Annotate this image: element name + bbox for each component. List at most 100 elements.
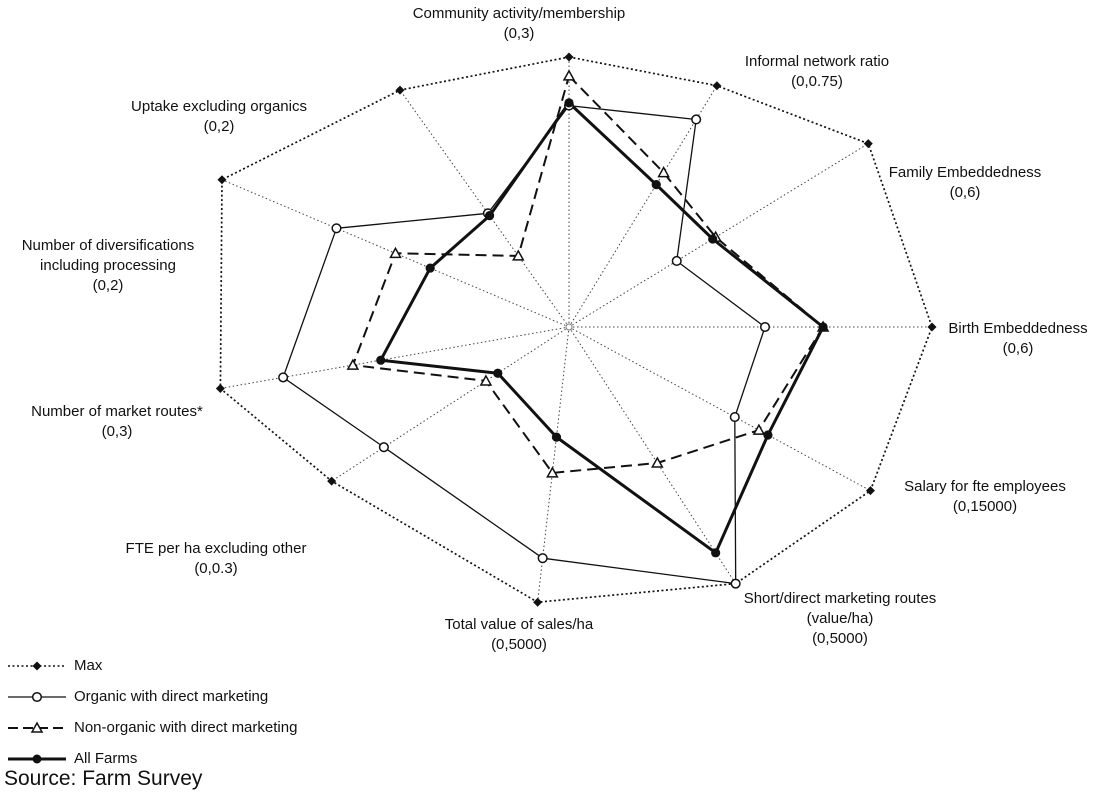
data-point (376, 355, 386, 365)
source-note: Source: Farm Survey (4, 767, 203, 790)
axis-label-line: (0,2) (204, 118, 235, 135)
axis-label: Salary for fte employees (0,15000) (904, 478, 1066, 515)
axis-label: Informal network ratio (0,0.75) (745, 53, 889, 90)
data-point (562, 69, 576, 81)
legend-swatch-max (8, 661, 66, 670)
spoke-line (568, 85, 718, 328)
data-point (533, 597, 543, 607)
axis-label: Family Embeddedness (0,6) (889, 164, 1042, 201)
data-point (865, 486, 875, 496)
data-point (711, 548, 721, 558)
axis-label-line: including processing (40, 257, 176, 274)
legend-label: Organic with direct marketing (74, 688, 269, 705)
data-point (331, 223, 342, 234)
data-point (217, 175, 227, 185)
data-point (651, 456, 664, 468)
axis-label: Uptake excluding organics (0,2) (131, 98, 307, 135)
axis-label-line: Community activity/membership (413, 5, 626, 22)
data-point (551, 432, 562, 442)
data-point (752, 423, 766, 435)
data-point (730, 578, 741, 589)
data-point (389, 246, 402, 259)
data-point (479, 374, 493, 386)
axis-label-line: Number of market routes* (31, 403, 203, 420)
spoke-line (220, 326, 570, 389)
axis-label-line: Number of diversifications (22, 237, 195, 254)
axis-label-line: Uptake excluding organics (131, 98, 307, 115)
axis-label: Birth Embeddedness (0,6) (948, 320, 1087, 357)
data-point (564, 98, 574, 108)
data-point (651, 180, 661, 190)
series-line (351, 74, 825, 474)
spoke-line (568, 326, 737, 584)
series-line (219, 56, 933, 604)
axis-label-line: Informal network ratio (745, 53, 889, 70)
axis-label-line: (0,0.3) (194, 560, 237, 577)
axis-label-line: Family Embeddedness (889, 164, 1042, 181)
center-point (565, 323, 573, 331)
data-point (712, 81, 722, 91)
axis-label-line: (0,5000) (812, 630, 868, 647)
data-point (512, 249, 525, 261)
data-point (708, 234, 718, 244)
legend-item-non-organic: Non-organic with direct marketing (6, 712, 297, 743)
axis-label: Community activity/membership (0,3) (413, 5, 626, 42)
axis-label-line: (0,3) (504, 25, 535, 42)
axis-label-line: Total value of sales/ha (445, 616, 594, 633)
legend: Max Organic with direct marketing Non-or… (6, 650, 297, 774)
axis-label: Total value of sales/ha (0,5000) (445, 616, 594, 653)
data-point (763, 430, 773, 440)
data-point (425, 263, 435, 273)
axis-label: Short/direct marketing routes (value/ha) (… (744, 590, 937, 647)
data-point (691, 114, 702, 125)
legend-item-all-farms: All Farms (6, 743, 297, 774)
data-point (564, 52, 574, 62)
data-point (215, 383, 225, 393)
series-line (282, 104, 766, 585)
series-line (379, 101, 825, 555)
data-point (395, 85, 405, 95)
axis-label-line: Short/direct marketing routes (744, 590, 937, 607)
data-point (327, 476, 337, 486)
data-point (671, 255, 682, 267)
axis-label-line: Birth Embeddedness (948, 320, 1087, 337)
axis-label-line: (0,6) (1003, 340, 1034, 357)
spoke-line (568, 143, 869, 328)
axis-label-line: FTE per ha excluding other (126, 540, 307, 557)
axis-label-line: (0,6) (950, 184, 981, 201)
axis-label: Number of market routes* (0,3) (31, 403, 203, 440)
spoke-line (568, 326, 871, 492)
data-point (927, 322, 937, 332)
legend-swatch-organic (8, 691, 66, 702)
data-point (278, 372, 289, 383)
radar-series (215, 52, 937, 607)
data-point (657, 166, 670, 178)
legend-label: Max (74, 657, 103, 674)
data-point (729, 411, 740, 423)
legend-label: All Farms (74, 750, 138, 767)
legend-swatch-all-farms (8, 754, 66, 763)
legend-item-max: Max (6, 650, 297, 681)
legend-item-organic: Organic with direct marketing (6, 681, 297, 712)
axis-label-line: (0,15000) (953, 498, 1017, 515)
axis-label: FTE per ha excluding other (0,0.3) (126, 540, 307, 577)
axis-label-line: Salary for fte employees (904, 478, 1066, 495)
data-point (546, 466, 559, 478)
data-point (537, 553, 548, 564)
data-point (346, 358, 360, 370)
axis-label-line: (0,2) (93, 277, 124, 294)
data-point (818, 322, 828, 332)
spoke-line (399, 89, 570, 328)
axis-label-line: (0,3) (102, 423, 133, 440)
axis-labels: Community activity/membership (0,3) Inform… (22, 5, 1088, 653)
data-point (484, 211, 495, 221)
data-point (378, 442, 389, 453)
data-point (863, 139, 873, 149)
axis-label: Number of diversifications including proc… (22, 237, 195, 294)
axis-label-line: (0,5000) (491, 636, 547, 653)
data-point (493, 368, 503, 378)
legend-swatch-non-organic (8, 720, 66, 733)
axis-label-line: (0,0.75) (791, 73, 843, 90)
legend-label: Non-organic with direct marketing (74, 719, 298, 736)
